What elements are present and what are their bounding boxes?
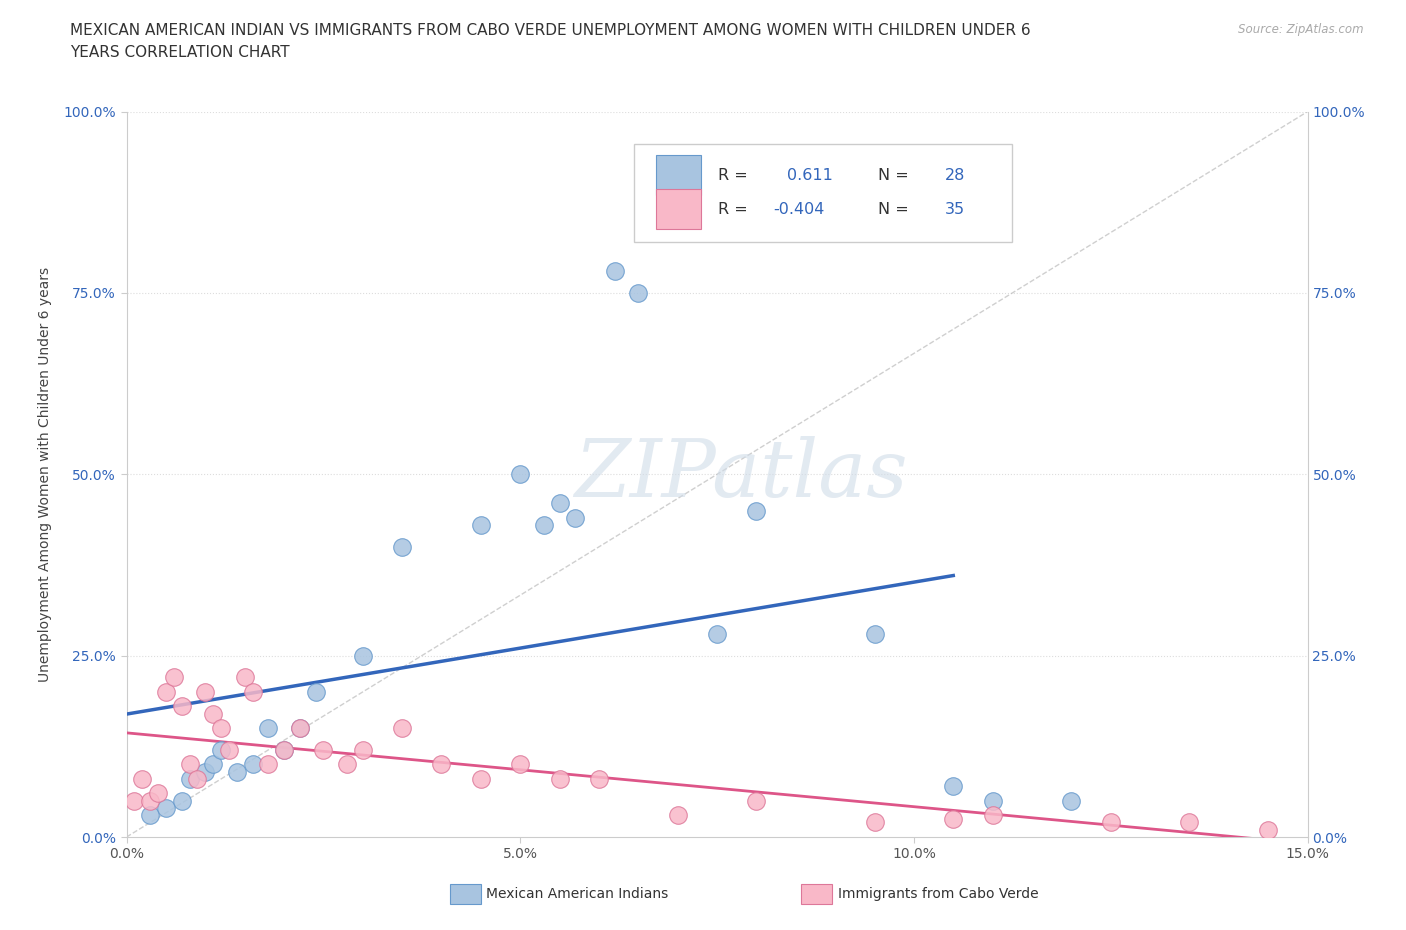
Point	[603, 264, 626, 279]
Point	[202, 706, 225, 721]
Point	[666, 808, 689, 823]
Point	[391, 539, 413, 554]
Text: Source: ZipAtlas.com: Source: ZipAtlas.com	[1239, 23, 1364, 36]
Point	[209, 721, 232, 736]
Point	[155, 801, 177, 816]
Text: N =: N =	[877, 167, 908, 182]
Point	[155, 684, 177, 699]
Point	[470, 518, 492, 533]
Text: R =: R =	[718, 167, 748, 182]
Point	[288, 721, 311, 736]
Point	[627, 286, 650, 300]
Point	[745, 793, 768, 808]
Point	[706, 627, 728, 642]
Point	[564, 511, 586, 525]
FancyBboxPatch shape	[634, 144, 1012, 242]
Point	[533, 518, 555, 533]
Text: 0.611: 0.611	[787, 167, 832, 182]
Text: 28: 28	[945, 167, 966, 182]
Point	[509, 467, 531, 482]
Point	[1178, 815, 1201, 830]
Point	[304, 684, 326, 699]
Y-axis label: Unemployment Among Women with Children Under 6 years: Unemployment Among Women with Children U…	[38, 267, 52, 682]
Point	[257, 757, 280, 772]
Point	[139, 808, 162, 823]
Text: ZIPatlas: ZIPatlas	[574, 435, 907, 513]
Point	[131, 772, 153, 787]
Text: YEARS CORRELATION CHART: YEARS CORRELATION CHART	[70, 45, 290, 60]
Point	[273, 742, 295, 757]
Point	[194, 764, 217, 779]
Point	[1060, 793, 1083, 808]
Point	[981, 793, 1004, 808]
Point	[202, 757, 225, 772]
Point	[1257, 822, 1279, 837]
Point	[242, 684, 264, 699]
Point	[186, 772, 208, 787]
Point	[124, 793, 146, 808]
Point	[209, 742, 232, 757]
Text: R =: R =	[718, 202, 748, 217]
Point	[352, 742, 374, 757]
Point	[288, 721, 311, 736]
Point	[218, 742, 240, 757]
Point	[194, 684, 217, 699]
Text: -0.404: -0.404	[773, 202, 825, 217]
Point	[242, 757, 264, 772]
Point	[233, 670, 256, 684]
Point	[391, 721, 413, 736]
Point	[139, 793, 162, 808]
Text: Mexican American Indians: Mexican American Indians	[486, 886, 669, 901]
Point	[352, 648, 374, 663]
Point	[509, 757, 531, 772]
Point	[942, 778, 965, 793]
Point	[257, 721, 280, 736]
Point	[430, 757, 453, 772]
Text: MEXICAN AMERICAN INDIAN VS IMMIGRANTS FROM CABO VERDE UNEMPLOYMENT AMONG WOMEN W: MEXICAN AMERICAN INDIAN VS IMMIGRANTS FR…	[70, 23, 1031, 38]
Point	[179, 757, 201, 772]
Point	[312, 742, 335, 757]
Point	[863, 815, 886, 830]
Point	[1099, 815, 1122, 830]
Point	[336, 757, 359, 772]
Point	[588, 772, 610, 787]
Text: Immigrants from Cabo Verde: Immigrants from Cabo Verde	[838, 886, 1039, 901]
Point	[470, 772, 492, 787]
Point	[225, 764, 247, 779]
Point	[273, 742, 295, 757]
Point	[170, 793, 193, 808]
Point	[179, 772, 201, 787]
Bar	[655, 155, 700, 195]
Point	[170, 699, 193, 714]
Text: N =: N =	[877, 202, 908, 217]
Text: 35: 35	[945, 202, 965, 217]
Point	[745, 503, 768, 518]
Point	[981, 808, 1004, 823]
Point	[942, 811, 965, 827]
Point	[146, 786, 169, 801]
Point	[548, 496, 571, 511]
Point	[548, 772, 571, 787]
Point	[863, 627, 886, 642]
Point	[163, 670, 186, 684]
Bar	[655, 189, 700, 229]
